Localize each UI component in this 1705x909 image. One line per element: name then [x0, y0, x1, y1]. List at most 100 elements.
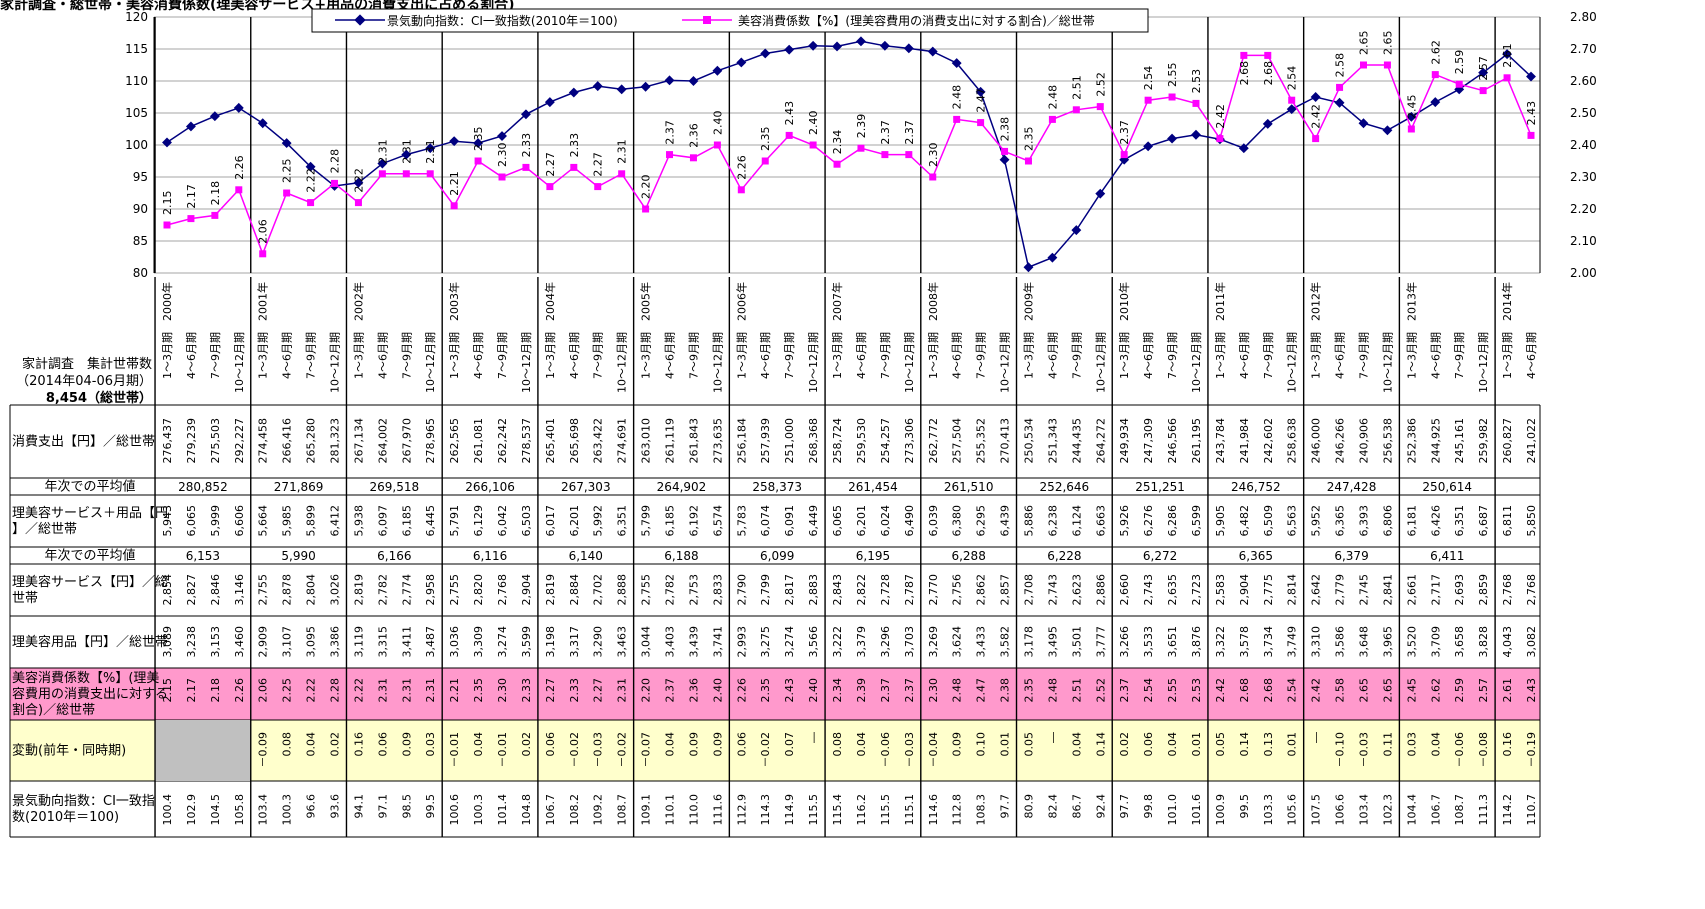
- ratio-cell: 2.31: [616, 678, 629, 703]
- goods-cell: 3,501: [1070, 626, 1083, 658]
- ci-cell: 114.3: [759, 794, 772, 826]
- beauty_total-cell: 6,490: [903, 505, 916, 537]
- service-cell: 2,755: [257, 574, 270, 606]
- service-cell: 2,787: [903, 574, 916, 606]
- ci-cell: 114.6: [927, 794, 940, 826]
- quarter-label: 1～3月期: [831, 332, 844, 379]
- ci-line-path: [166, 40, 1532, 269]
- service-cell: 2,743: [1046, 574, 1059, 606]
- ratio-cell: 2.21: [448, 678, 461, 703]
- quarter-label: 10～12月期: [711, 332, 724, 393]
- change-cell: 0.06: [1142, 732, 1155, 757]
- ratio-data-label: 2.54: [1286, 66, 1299, 91]
- change-cell: －0.08: [1477, 732, 1490, 768]
- service-cell: 2,753: [687, 574, 700, 606]
- ci-cell: 94.1: [352, 794, 365, 819]
- change-cell: 0.08: [831, 732, 844, 757]
- ratio-cell: 2.20: [640, 678, 653, 703]
- quarter-label: 7～9月期: [1453, 332, 1466, 379]
- beauty_total-cell: 6,351: [616, 505, 629, 537]
- service-cell: 2,820: [472, 574, 485, 606]
- ci-point: [1406, 111, 1417, 122]
- spending_avg-cell: 264,902: [657, 480, 707, 494]
- ci-cell: 115.5: [807, 794, 820, 826]
- ratio-cell: 2.17: [185, 678, 198, 703]
- spending-cell: 249,934: [1118, 418, 1131, 464]
- service-cell: 2,693: [1453, 574, 1466, 606]
- service-cell: 2,770: [927, 574, 940, 606]
- spending_avg-cell: 258,373: [752, 480, 802, 494]
- spending-cell: 263,010: [640, 418, 653, 464]
- ci-point: [1310, 92, 1321, 102]
- ci-cell: 115.4: [831, 794, 844, 826]
- quarter-label: 1～3月期: [735, 332, 748, 379]
- ci-point: [520, 109, 531, 120]
- spending_avg-cell: 271,869: [274, 480, 324, 494]
- ratio-data-label: 2.40: [807, 111, 820, 136]
- spending-cell: 278,965: [424, 418, 437, 464]
- ratio-point: [402, 170, 410, 178]
- change-cell: 0.03: [1405, 732, 1418, 757]
- goods-cell: 3,322: [1214, 626, 1227, 658]
- year-label: 2011年: [1213, 282, 1227, 321]
- ratio-data-label: 2.57: [1477, 56, 1490, 81]
- goods-cell: 3,089: [161, 626, 174, 658]
- ci-point: [688, 76, 699, 86]
- ratio-point: [809, 141, 817, 149]
- year-label: 2012年: [1309, 282, 1323, 321]
- ratio-cell: 2.27: [592, 678, 605, 703]
- ratio-cell: 2.37: [903, 678, 916, 703]
- ratio-point: [1144, 96, 1152, 104]
- ratio-point: [426, 170, 434, 178]
- beauty_total-cell: 6,042: [496, 505, 509, 536]
- ratio-data-label: 2.48: [1046, 85, 1059, 110]
- spending-cell: 256,184: [735, 418, 748, 464]
- beauty_total-cell: 6,445: [424, 505, 437, 537]
- ci-point: [568, 87, 579, 98]
- spending-cell: 261,195: [1190, 418, 1203, 464]
- ci-point: [281, 138, 292, 149]
- ci-cell: 110.7: [1525, 794, 1538, 826]
- spending_avg-cell: 251,251: [1135, 480, 1185, 494]
- ratio-point: [1240, 51, 1248, 59]
- quarter-label: 4～6月期: [1046, 332, 1059, 379]
- change-cell: 0.01: [999, 732, 1012, 757]
- ci-point: [1143, 141, 1154, 152]
- household-count-label: 家計調査 集計世帯数: [22, 356, 152, 372]
- spending-cell: 274,691: [616, 418, 629, 464]
- ci-cell: 108.2: [568, 794, 581, 826]
- ratio-data-label: 2.26: [735, 155, 748, 180]
- ci-point: [497, 131, 507, 141]
- ratio-data-label: 2.68: [1238, 61, 1251, 86]
- service-row-label: 理美容サービス【円】／総: [12, 574, 168, 590]
- change-cell: ―: [807, 732, 820, 743]
- ratio-data-label: 2.31: [616, 139, 629, 164]
- goods-cell: 3,266: [1118, 626, 1131, 658]
- ratio-data-label: 2.65: [1381, 31, 1394, 56]
- ci-row-label: 数(2010年＝100): [12, 810, 119, 825]
- ratio-point: [953, 115, 961, 123]
- ratio-data-label: 2.53: [1190, 69, 1203, 94]
- service-cell: 2,827: [185, 574, 198, 606]
- spending_avg-cell: 269,518: [370, 480, 420, 494]
- quarter-label: 4～6月期: [759, 332, 772, 379]
- quarter-label: 1～3月期: [1022, 332, 1035, 379]
- ratio-data-label: 2.38: [999, 117, 1012, 142]
- quarter-label: 10～12月期: [1381, 332, 1394, 393]
- right-tick-label: 2.70: [1570, 42, 1597, 56]
- ratio-cell: 2.65: [1381, 678, 1394, 703]
- service-cell: 2,822: [855, 574, 868, 606]
- service-cell: 2,755: [448, 574, 461, 606]
- ratio-point: [977, 119, 985, 127]
- ci-cell: 99.5: [1238, 794, 1251, 819]
- ci-point: [1191, 129, 1201, 140]
- ratio-cell: 2.06: [257, 678, 270, 703]
- spending-cell: 262,772: [927, 418, 940, 464]
- beauty_total-cell: 6,276: [1142, 505, 1155, 537]
- ci-cell: 97.7: [1118, 794, 1131, 819]
- service-cell: 2,779: [1334, 574, 1347, 606]
- service-cell: 2,819: [352, 574, 365, 606]
- ci-point: [1167, 133, 1178, 144]
- goods-cell: 3,153: [209, 626, 222, 658]
